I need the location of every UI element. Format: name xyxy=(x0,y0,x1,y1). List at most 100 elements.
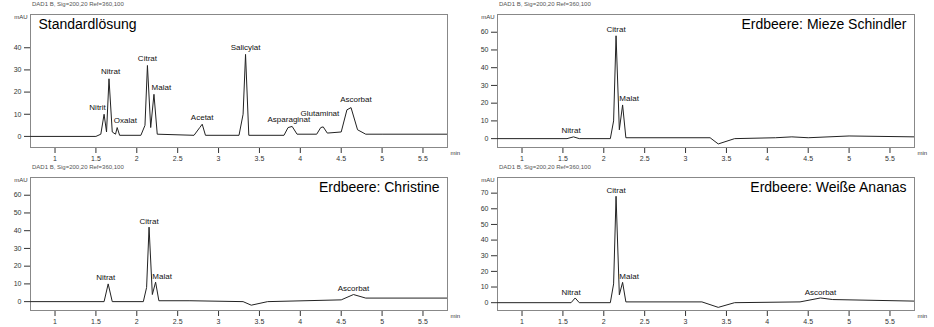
svg-text:40: 40 xyxy=(481,64,489,71)
svg-text:1.5: 1.5 xyxy=(91,318,101,325)
svg-text:Erdbeere: Mieze Schindler: Erdbeere: Mieze Schindler xyxy=(742,16,907,32)
svg-text:4.5: 4.5 xyxy=(336,155,346,162)
svg-text:min: min xyxy=(451,313,461,319)
svg-text:30: 30 xyxy=(14,245,22,252)
svg-text:mAU: mAU xyxy=(14,14,27,20)
svg-text:2: 2 xyxy=(602,318,606,325)
svg-text:3: 3 xyxy=(217,318,221,325)
svg-text:60: 60 xyxy=(481,205,489,212)
svg-text:3.5: 3.5 xyxy=(255,318,265,325)
svg-text:1: 1 xyxy=(53,155,57,162)
svg-text:4: 4 xyxy=(765,318,769,325)
svg-text:2: 2 xyxy=(602,155,606,162)
svg-text:3: 3 xyxy=(684,155,688,162)
svg-text:Nitrat: Nitrat xyxy=(101,67,121,76)
svg-text:50: 50 xyxy=(481,221,489,228)
svg-text:Citrat: Citrat xyxy=(606,186,626,195)
svg-text:4.5: 4.5 xyxy=(803,318,813,325)
svg-text:10: 10 xyxy=(14,110,22,117)
svg-text:Nitrit: Nitrit xyxy=(89,103,106,112)
svg-text:Nitrat: Nitrat xyxy=(562,126,582,135)
svg-text:5.5: 5.5 xyxy=(418,155,428,162)
svg-text:30: 30 xyxy=(14,66,22,73)
svg-text:4.5: 4.5 xyxy=(336,318,346,325)
svg-text:10: 10 xyxy=(481,117,489,124)
svg-text:Erdbeere: Weiße Ananas: Erdbeere: Weiße Ananas xyxy=(750,179,906,195)
svg-text:10: 10 xyxy=(14,280,22,287)
svg-text:Oxalat: Oxalat xyxy=(114,116,138,125)
svg-text:Citrat: Citrat xyxy=(138,54,158,63)
svg-text:2.5: 2.5 xyxy=(640,318,650,325)
svg-text:70: 70 xyxy=(481,189,489,196)
svg-text:2.5: 2.5 xyxy=(173,318,183,325)
svg-text:1: 1 xyxy=(520,318,524,325)
svg-text:4: 4 xyxy=(298,155,302,162)
svg-text:5.5: 5.5 xyxy=(885,318,895,325)
svg-text:mAU: mAU xyxy=(14,177,27,183)
svg-text:4: 4 xyxy=(298,318,302,325)
svg-text:40: 40 xyxy=(481,236,489,243)
svg-text:40: 40 xyxy=(14,44,22,51)
svg-text:1.5: 1.5 xyxy=(91,155,101,162)
svg-text:Citrat: Citrat xyxy=(606,25,626,34)
svg-text:3: 3 xyxy=(217,155,221,162)
svg-text:Salicylat: Salicylat xyxy=(231,43,262,52)
svg-text:4.5: 4.5 xyxy=(803,155,813,162)
svg-text:0: 0 xyxy=(485,299,489,306)
svg-text:3.5: 3.5 xyxy=(255,155,265,162)
svg-text:2.5: 2.5 xyxy=(173,155,183,162)
svg-text:3.5: 3.5 xyxy=(722,155,732,162)
svg-text:2.5: 2.5 xyxy=(640,155,650,162)
svg-text:Erdbeere: Christine: Erdbeere: Christine xyxy=(319,179,440,195)
svg-text:1: 1 xyxy=(520,155,524,162)
svg-text:5.5: 5.5 xyxy=(418,318,428,325)
svg-text:0: 0 xyxy=(18,298,22,305)
svg-text:5: 5 xyxy=(847,318,851,325)
svg-text:10: 10 xyxy=(481,283,489,290)
svg-text:mAU: mAU xyxy=(481,177,494,183)
svg-text:3.5: 3.5 xyxy=(722,318,732,325)
svg-text:min: min xyxy=(918,150,928,156)
svg-text:5: 5 xyxy=(380,155,384,162)
svg-text:Acetat: Acetat xyxy=(191,113,214,122)
svg-text:0: 0 xyxy=(18,133,22,140)
svg-text:30: 30 xyxy=(481,252,489,259)
svg-text:1.5: 1.5 xyxy=(558,318,568,325)
svg-text:Ascorbat: Ascorbat xyxy=(340,95,372,104)
svg-text:Citrat: Citrat xyxy=(139,217,159,226)
svg-text:Standardlösung: Standardlösung xyxy=(39,16,137,32)
svg-text:50: 50 xyxy=(14,209,22,216)
svg-text:20: 20 xyxy=(481,99,489,106)
svg-text:Malat: Malat xyxy=(152,272,172,281)
svg-text:2: 2 xyxy=(135,155,139,162)
svg-text:Nitrat: Nitrat xyxy=(96,273,116,282)
svg-text:2: 2 xyxy=(135,318,139,325)
svg-text:4: 4 xyxy=(765,155,769,162)
svg-text:50: 50 xyxy=(481,46,489,53)
svg-text:min: min xyxy=(918,313,928,319)
svg-text:40: 40 xyxy=(14,227,22,234)
svg-text:Malat: Malat xyxy=(152,83,172,92)
svg-text:60: 60 xyxy=(481,28,489,35)
svg-text:3: 3 xyxy=(684,318,688,325)
svg-text:Nitrat: Nitrat xyxy=(562,288,582,297)
svg-text:5.5: 5.5 xyxy=(885,155,895,162)
svg-text:Asparaginat: Asparaginat xyxy=(267,115,311,124)
svg-text:5: 5 xyxy=(380,318,384,325)
svg-text:1: 1 xyxy=(53,318,57,325)
svg-text:5: 5 xyxy=(847,155,851,162)
svg-text:min: min xyxy=(451,150,461,156)
svg-text:20: 20 xyxy=(481,268,489,275)
svg-text:Ascorbat: Ascorbat xyxy=(805,288,837,297)
svg-text:60: 60 xyxy=(14,191,22,198)
svg-text:20: 20 xyxy=(14,262,22,269)
svg-text:Ascorbat: Ascorbat xyxy=(338,284,370,293)
svg-text:Glutaminat: Glutaminat xyxy=(301,109,340,118)
svg-text:Malat: Malat xyxy=(619,272,639,281)
svg-text:20: 20 xyxy=(14,88,22,95)
svg-text:0: 0 xyxy=(485,135,489,142)
svg-text:mAU: mAU xyxy=(481,14,494,20)
svg-text:Malat: Malat xyxy=(619,94,639,103)
svg-text:1.5: 1.5 xyxy=(558,155,568,162)
svg-text:30: 30 xyxy=(481,82,489,89)
